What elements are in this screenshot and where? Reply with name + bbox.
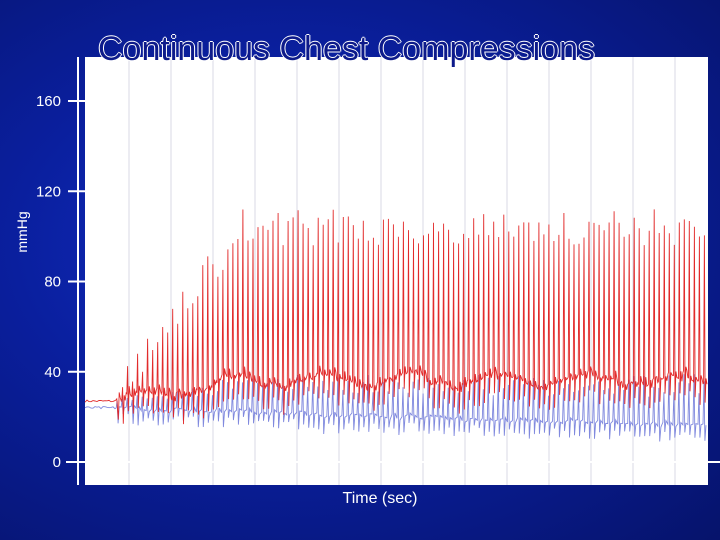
y-tick-label: 80 xyxy=(44,274,61,291)
y-tick-label: 160 xyxy=(36,93,61,110)
chart-title: Continuous Chest Compressions xyxy=(98,30,596,68)
x-axis-label: Time (sec) xyxy=(342,490,418,507)
series-line-red xyxy=(84,209,708,425)
y-tick-label: 0 xyxy=(53,454,61,471)
series-group xyxy=(84,209,708,442)
axes-group: 0 40 80 120 160 xyxy=(36,57,720,485)
y-tick-label: 40 xyxy=(44,364,61,381)
series-line-blue xyxy=(84,374,707,442)
y-tick-label: 120 xyxy=(36,183,61,200)
